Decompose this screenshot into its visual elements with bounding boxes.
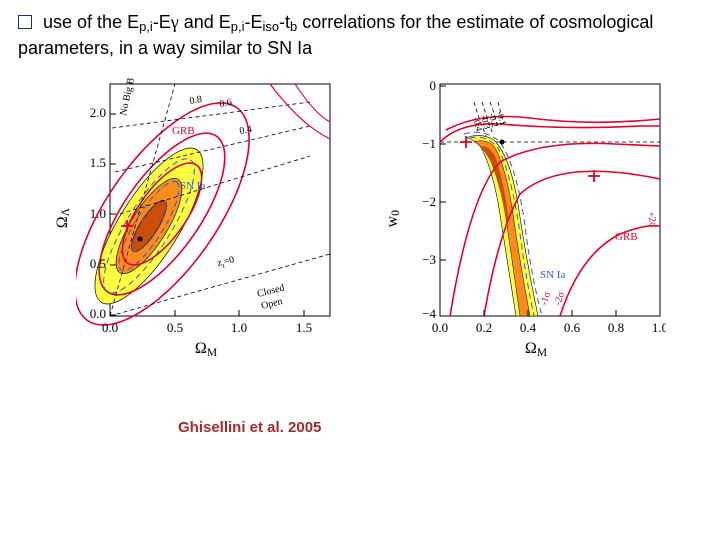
svg-text:0.6: 0.6: [219, 97, 233, 110]
svg-text:−2: −2: [422, 194, 436, 209]
right-chart: GRB SN Ia -0.4 -0.3 -0.2 -0.1 +2σ -1σ -2…: [406, 78, 666, 338]
svg-text:0.0: 0.0: [90, 306, 106, 321]
right-ylabel: w0: [384, 210, 402, 227]
svg-text:−3: −3: [422, 252, 436, 267]
slide-heading: use of the Ep,i-Eγ and Ep,i-Eiso-tb corr…: [18, 10, 702, 60]
svg-text:0.4: 0.4: [520, 320, 537, 335]
svg-text:1.5: 1.5: [296, 320, 312, 335]
svg-text:1.5: 1.5: [90, 155, 106, 170]
grb-label-left: GRB: [172, 125, 195, 137]
svg-text:GRB: GRB: [615, 231, 638, 243]
right-panel: w0: [384, 78, 666, 359]
svg-text:0.5: 0.5: [90, 256, 106, 271]
left-chart: GRB SN Ia 0.4 0.6 0.8 No Big Bang zt=0 C…: [76, 78, 336, 338]
citation: Ghisellini et al. 2005: [178, 419, 702, 436]
heading-text: use of the Ep,i-Eγ and Ep,i-Eiso-tb corr…: [18, 12, 653, 58]
svg-text:0.5: 0.5: [167, 320, 183, 335]
svg-text:2.0: 2.0: [90, 105, 106, 120]
left-panel: ΩΛ: [54, 78, 336, 359]
svg-text:SN Ia: SN Ia: [540, 269, 565, 281]
svg-text:0: 0: [430, 78, 437, 93]
chart-panels: ΩΛ: [18, 78, 702, 359]
svg-text:0.0: 0.0: [102, 320, 118, 335]
svg-text:−1: −1: [422, 136, 436, 151]
svg-text:0.2: 0.2: [476, 320, 492, 335]
left-xlabel: ΩM: [195, 340, 217, 359]
left-ylabel: ΩΛ: [54, 208, 72, 228]
svg-text:-2σ: -2σ: [552, 290, 567, 307]
svg-text:0.6: 0.6: [564, 320, 581, 335]
svg-text:zt=0: zt=0: [216, 255, 235, 271]
svg-text:0.8: 0.8: [189, 94, 203, 107]
svg-text:1.0: 1.0: [231, 320, 247, 335]
svg-text:1.0: 1.0: [652, 320, 666, 335]
svg-text:0.4: 0.4: [239, 124, 253, 137]
right-xlabel: ΩM: [525, 340, 547, 359]
svg-text:0.0: 0.0: [432, 320, 448, 335]
snia-label-left: SN Ia: [180, 180, 205, 192]
svg-text:1.0: 1.0: [90, 206, 106, 221]
svg-text:0.8: 0.8: [608, 320, 624, 335]
svg-text:-1σ: -1σ: [538, 290, 553, 307]
bullet-icon: [18, 15, 32, 29]
svg-text:−4: −4: [422, 306, 436, 321]
